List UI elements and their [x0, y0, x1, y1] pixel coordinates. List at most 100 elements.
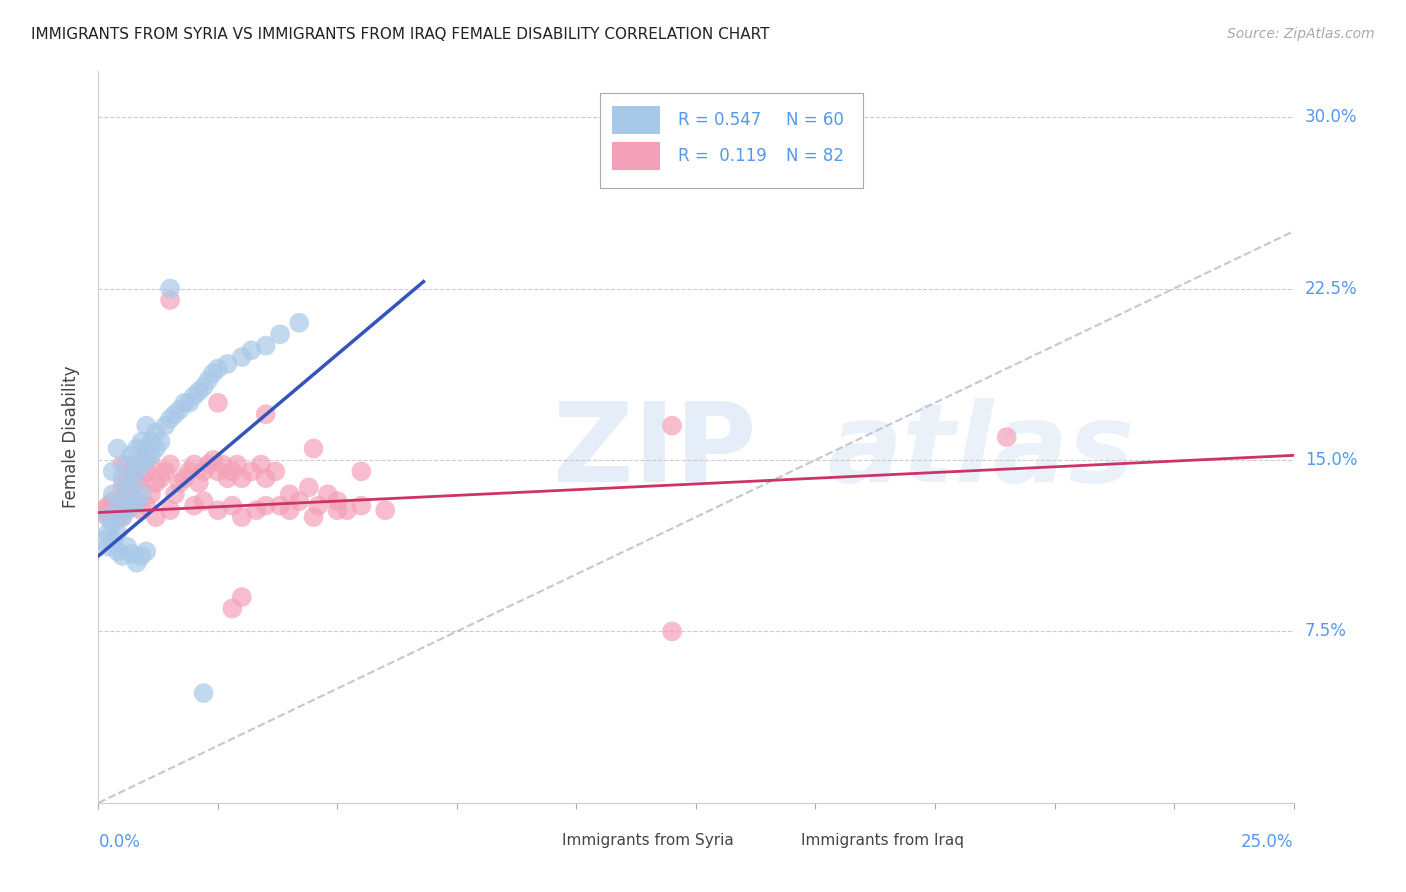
- Point: [231, 510, 253, 524]
- Text: Immigrants from Syria: Immigrants from Syria: [562, 833, 734, 848]
- Point: [326, 503, 349, 517]
- Bar: [749, 829, 792, 854]
- FancyBboxPatch shape: [600, 94, 863, 188]
- Point: [131, 453, 153, 467]
- Point: [135, 464, 157, 478]
- Point: [221, 464, 243, 478]
- Point: [169, 475, 191, 490]
- Point: [111, 494, 134, 508]
- Point: [131, 487, 153, 501]
- Text: 0.0%: 0.0%: [98, 833, 141, 851]
- Point: [221, 601, 243, 615]
- Point: [187, 384, 209, 399]
- Point: [307, 499, 329, 513]
- Point: [250, 458, 273, 472]
- Point: [207, 503, 229, 517]
- Point: [115, 540, 138, 554]
- Text: R = 0.547: R = 0.547: [678, 111, 761, 128]
- Point: [193, 494, 215, 508]
- Point: [97, 510, 120, 524]
- Point: [316, 487, 339, 501]
- Y-axis label: Female Disability: Female Disability: [62, 366, 80, 508]
- Point: [240, 343, 263, 358]
- Point: [183, 389, 205, 403]
- Point: [202, 366, 225, 380]
- Point: [207, 464, 229, 478]
- Text: 15.0%: 15.0%: [1305, 451, 1357, 469]
- Point: [101, 464, 124, 478]
- Point: [125, 458, 148, 472]
- Point: [111, 480, 134, 494]
- Point: [197, 458, 219, 472]
- Point: [254, 499, 277, 513]
- Point: [254, 407, 277, 421]
- Point: [302, 442, 325, 456]
- Point: [374, 503, 396, 517]
- Point: [121, 499, 143, 513]
- Point: [245, 503, 267, 517]
- Point: [336, 503, 359, 517]
- Point: [155, 464, 177, 478]
- Point: [159, 458, 181, 472]
- Point: [202, 453, 225, 467]
- Point: [111, 458, 134, 472]
- Point: [269, 327, 291, 342]
- Point: [350, 464, 373, 478]
- Point: [278, 503, 301, 517]
- Point: [288, 316, 311, 330]
- Point: [131, 549, 153, 563]
- Point: [217, 357, 239, 371]
- Point: [221, 499, 243, 513]
- Point: [179, 464, 201, 478]
- Point: [240, 464, 263, 478]
- Point: [173, 396, 195, 410]
- Point: [211, 458, 233, 472]
- Point: [131, 503, 153, 517]
- Point: [193, 464, 215, 478]
- Point: [278, 487, 301, 501]
- Point: [995, 430, 1018, 444]
- Point: [231, 590, 253, 604]
- Point: [111, 510, 134, 524]
- Point: [125, 464, 148, 478]
- Point: [121, 449, 143, 463]
- Point: [254, 338, 277, 352]
- Point: [217, 471, 239, 485]
- Point: [121, 499, 143, 513]
- Point: [226, 458, 249, 472]
- Point: [197, 373, 219, 387]
- Point: [159, 503, 181, 517]
- Point: [97, 540, 120, 554]
- Point: [254, 471, 277, 485]
- Point: [125, 475, 148, 490]
- Point: [115, 471, 138, 485]
- Point: [107, 526, 129, 541]
- Point: [302, 510, 325, 524]
- Point: [115, 480, 138, 494]
- Point: [135, 499, 157, 513]
- Text: 25.0%: 25.0%: [1241, 833, 1294, 851]
- Point: [139, 434, 162, 449]
- Point: [115, 487, 138, 501]
- Point: [207, 361, 229, 376]
- Point: [288, 494, 311, 508]
- Point: [97, 526, 120, 541]
- Point: [101, 494, 124, 508]
- Point: [135, 544, 157, 558]
- Text: 7.5%: 7.5%: [1305, 623, 1347, 640]
- Point: [135, 418, 157, 433]
- Point: [159, 281, 181, 295]
- Point: [187, 475, 209, 490]
- Bar: [613, 106, 661, 134]
- Point: [231, 350, 253, 364]
- Point: [183, 499, 205, 513]
- Point: [159, 412, 181, 426]
- Bar: [613, 143, 661, 170]
- Point: [107, 544, 129, 558]
- Point: [131, 471, 153, 485]
- Point: [661, 418, 683, 433]
- Point: [121, 547, 143, 561]
- Point: [298, 480, 321, 494]
- Point: [97, 510, 120, 524]
- Point: [131, 458, 153, 472]
